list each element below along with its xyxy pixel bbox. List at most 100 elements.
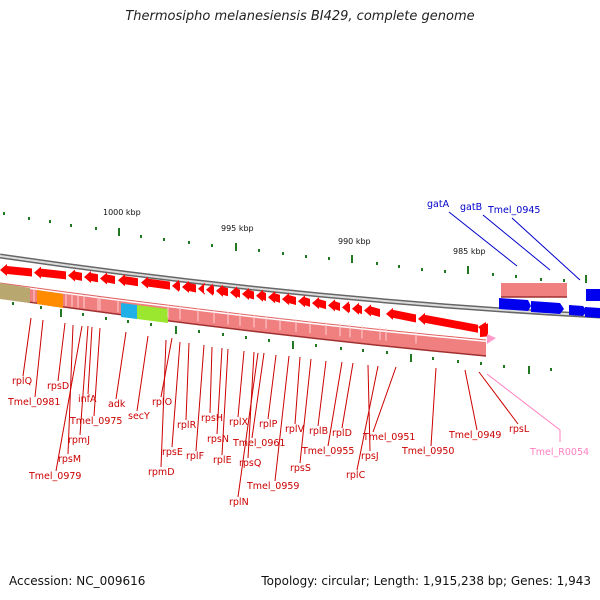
gene-arrow	[182, 280, 196, 293]
leader-line	[22, 317, 32, 377]
leader-line	[93, 327, 101, 417]
gene-arrow	[118, 274, 138, 287]
gene-arrow	[100, 272, 115, 285]
leader-line	[464, 369, 478, 431]
scale-dot	[563, 279, 565, 282]
leader-line	[171, 341, 181, 448]
scale-dot	[444, 270, 446, 273]
scale-label-990: 990 kbp	[338, 237, 371, 246]
leader-line	[57, 322, 66, 382]
scale-dot	[492, 273, 494, 276]
gene-arrows	[0, 264, 488, 338]
leader-line	[115, 331, 127, 400]
leader-line	[274, 355, 290, 482]
gene-arrow	[0, 264, 32, 277]
gene-label-tmel_0981: Tmel_0981	[7, 397, 60, 408]
topology-text: Topology: circular; Length: 1,915,238 bp…	[261, 574, 591, 588]
gene-label-tmel_0979: Tmel_0979	[28, 471, 81, 482]
scale-tick-lower	[127, 320, 129, 323]
scale-dot	[421, 268, 423, 271]
gene-label-gata: gatA	[427, 199, 450, 210]
gene-arrow	[206, 283, 214, 296]
gene-label-secy: secY	[128, 411, 150, 422]
gene-arrow	[256, 289, 266, 302]
leader-line	[486, 373, 561, 442]
gene-arrow	[172, 279, 180, 292]
scale-dot	[282, 252, 284, 255]
scale-ticks	[3, 212, 587, 374]
scale-tick-lower	[528, 366, 530, 374]
gene-label-infa: infA	[78, 394, 97, 405]
leader-line	[87, 326, 93, 395]
scale-dot	[188, 241, 190, 244]
gene-labels: rplQ Tmel_0981 rpsD infA Tmel_0975 rpmJ rpsM Tm…	[7, 199, 589, 508]
scale-tick	[467, 266, 469, 274]
gene-arrow	[312, 297, 326, 310]
gene-arrow	[268, 291, 280, 304]
scale-tick-lower	[292, 341, 294, 349]
gene-label-gatb: gatB	[460, 202, 482, 213]
leader-line	[367, 364, 371, 452]
leader-line	[160, 339, 167, 468]
scale-tick	[235, 243, 237, 251]
scale-tick-lower	[386, 351, 388, 354]
scale-label-995: 995 kbp	[221, 224, 254, 233]
gene-label-rple: rplE	[213, 455, 232, 466]
scale-tick-lower	[175, 326, 177, 334]
gene-label-rplp: rplP	[259, 419, 278, 430]
scale-tick-lower	[503, 365, 505, 368]
gene-label-rpss: rpsS	[290, 463, 311, 474]
leader-line	[299, 358, 312, 464]
gene-arrow	[342, 301, 350, 314]
leader-line	[356, 365, 379, 471]
leader-line	[372, 366, 397, 433]
scale-tick-lower	[150, 323, 152, 326]
gene-label-tmel-r0054: Tmel_R0054	[529, 447, 589, 458]
scale-tick-lower	[432, 357, 434, 360]
scale-dot	[3, 212, 5, 215]
gene-label-rplf: rplF	[186, 451, 204, 462]
leader-line-blue	[448, 211, 518, 267]
gene-label-tmel_0955: Tmel_0955	[301, 446, 354, 457]
gene-label-rpld: rplD	[332, 428, 352, 439]
gene-arrow	[298, 295, 310, 308]
scale-dot	[376, 262, 378, 265]
gene-arrow	[216, 284, 228, 297]
gene-arrow	[386, 307, 416, 323]
leader-line-blue	[511, 217, 581, 281]
leader-line	[221, 348, 229, 456]
scale-dot	[28, 217, 30, 220]
leader-line	[136, 335, 149, 412]
scale-dot	[515, 275, 517, 278]
scale-dot	[328, 257, 330, 260]
leader-line-blue	[482, 214, 551, 271]
gene-label-tmel_0951: Tmel_0951	[362, 432, 415, 443]
scale-dot	[211, 244, 213, 247]
leader-line	[160, 337, 173, 398]
scale-tick-lower	[105, 317, 107, 320]
scale-tick-lower	[82, 313, 84, 316]
right-genes	[487, 283, 600, 344]
scale-tick	[351, 255, 353, 263]
scale-dot	[49, 220, 51, 223]
scale-dot	[95, 227, 97, 230]
gene-label-rpln: rplN	[229, 497, 249, 508]
scale-label-1000: 1000 kbp	[103, 208, 141, 217]
leader-line	[251, 352, 265, 439]
gene-arrow	[34, 266, 66, 280]
gene-label-rpmj: rpmJ	[68, 435, 90, 446]
leader-line	[237, 350, 245, 418]
scale-tick-lower	[550, 368, 552, 371]
gene-arrow	[352, 302, 362, 315]
scale-tick-lower	[410, 354, 412, 362]
scale-dot	[70, 224, 72, 227]
gene-label-tmel_0945: Tmel_0945	[487, 205, 540, 216]
gene-label-tmel_0961: Tmel_0961	[232, 438, 285, 449]
leader-line	[294, 356, 301, 425]
leader-line	[341, 362, 354, 429]
gene-label-rplb: rplB	[309, 426, 328, 437]
leader-line	[79, 325, 89, 436]
scale-dot	[305, 255, 307, 258]
scale-tick	[585, 275, 587, 283]
